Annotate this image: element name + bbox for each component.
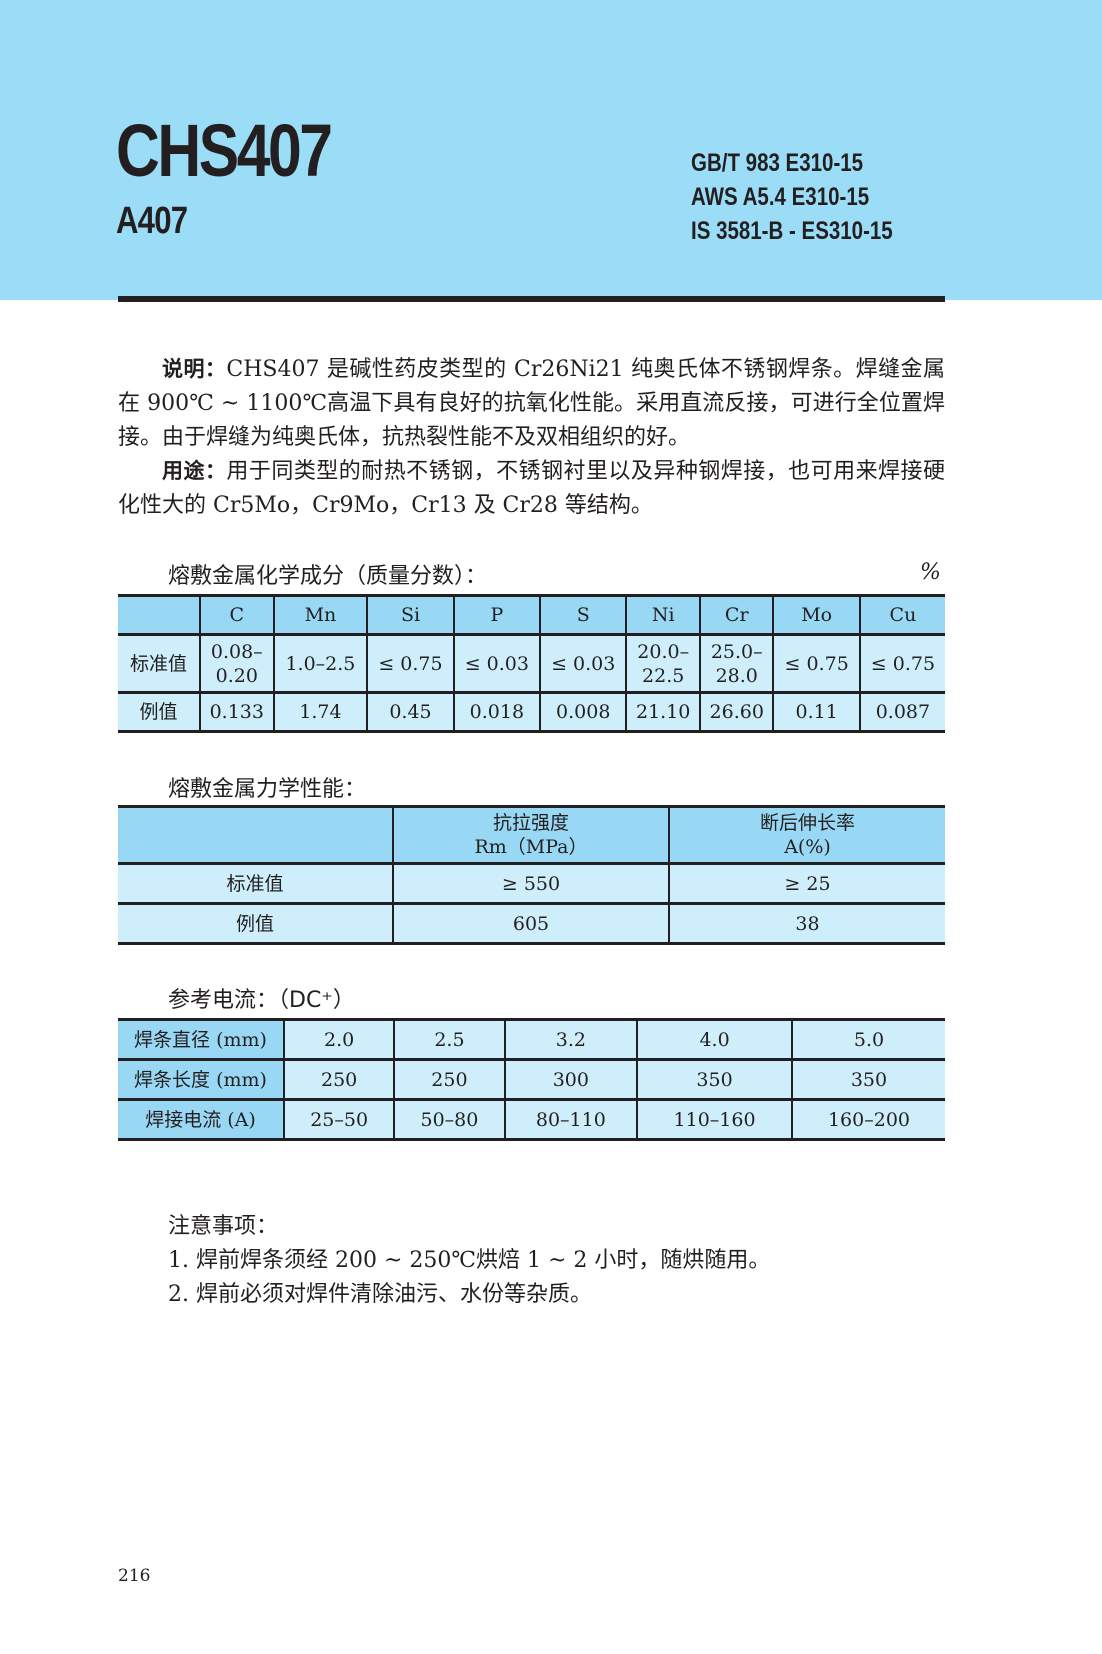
- table-cell: 80–110: [503, 1099, 639, 1141]
- table-cell: 21.10: [625, 692, 701, 733]
- unit-label: %: [920, 560, 941, 585]
- note-item: 2. 焊前必须对焊件清除油污、水份等杂质。: [168, 1282, 592, 1307]
- table-cell: 25–50: [282, 1099, 396, 1141]
- current-table: 焊条直径 (mm) 2.0 2.5 3.2 4.0 5.0 焊条长度 (mm) 250 250…: [118, 1018, 945, 1141]
- table-cell: ≤ 0.75: [772, 634, 861, 694]
- table-cell: 50–80: [393, 1099, 506, 1141]
- row-label-cell: [118, 594, 201, 636]
- standard: IS 3581-B - ES310-15: [691, 217, 893, 245]
- table-cell: 0.018: [452, 692, 542, 733]
- page-number: 216: [118, 1566, 151, 1586]
- table-cell: 1.74: [272, 692, 369, 733]
- table-cell: 抗拉强度 Rm（MPa）: [392, 805, 670, 865]
- row-label-cell: 标准值: [118, 634, 201, 694]
- table-cell: ≤ 0.03: [539, 634, 628, 694]
- table-cell: 250: [393, 1059, 506, 1101]
- table-cell: Cu: [858, 594, 945, 636]
- standard: AWS A5.4 E310-15: [691, 183, 870, 211]
- table-cell: 26.60: [698, 692, 775, 733]
- table-cell: 2.0: [282, 1019, 396, 1061]
- table-cell: Ni: [625, 594, 701, 636]
- table-cell: ≤ 0.75: [858, 634, 945, 694]
- note-item: 1. 焊前焊条须经 200 ~ 250℃烘焙 1 ~ 2 小时，随烘随用。: [168, 1248, 771, 1273]
- row-label-cell: 标准值: [118, 863, 394, 905]
- header-band: [0, 0, 1102, 300]
- usage-text: 用于同类型的耐热不锈钢，不锈钢衬里以及异种钢焊接，也可用来焊接硬化性大的 Cr5…: [118, 459, 945, 518]
- table-cell: 20.0– 22.5: [625, 634, 701, 694]
- table-cell: 1.0–2.5: [272, 634, 369, 694]
- table-cell: 38: [668, 903, 945, 945]
- row-label-cell: [118, 805, 394, 865]
- table-cell: Mo: [772, 594, 861, 636]
- table-cell: ≥ 550: [392, 863, 670, 905]
- row-label-cell: 焊条直径 (mm): [118, 1019, 285, 1061]
- table-cell: 0.133: [199, 692, 275, 733]
- table-cell: C: [199, 594, 275, 636]
- table-cell: 250: [282, 1059, 396, 1101]
- mech-heading: 熔敷金属力学性能：: [168, 777, 367, 802]
- mech-table: 抗拉强度 Rm（MPa） 断后伸长率 A(%) 标准值 ≥ 550 ≥ 25 例值 60…: [118, 805, 945, 945]
- description: 说明：CHS407 是碱性药皮类型的 Cr26Ni21 纯奥氏体不锈钢焊条。焊缝…: [118, 352, 945, 455]
- table-cell: ≤ 0.75: [366, 634, 455, 694]
- table-cell: 0.008: [539, 692, 628, 733]
- notes: 注意事项： 1. 焊前焊条须经 200 ~ 250℃烘焙 1 ~ 2 小时，随烘…: [168, 1210, 770, 1312]
- row-label-cell: 例值: [118, 692, 201, 733]
- table-cell: 0.087: [858, 692, 945, 733]
- table-cell: 3.2: [503, 1019, 639, 1061]
- row-label-cell: 焊接电流 (A): [118, 1099, 285, 1141]
- table-cell: ≤ 0.03: [452, 634, 542, 694]
- table-cell: 2.5: [393, 1019, 506, 1061]
- table-cell: 0.08– 0.20: [199, 634, 275, 694]
- table-cell: 350: [636, 1059, 793, 1101]
- row-label-cell: 焊条长度 (mm): [118, 1059, 285, 1101]
- current-heading: 参考电流：（DC⁺）: [168, 988, 355, 1013]
- table-cell: 4.0: [636, 1019, 793, 1061]
- table-cell: ≥ 25: [668, 863, 945, 905]
- table-cell: 160–200: [790, 1099, 945, 1141]
- table-cell: 0.45: [366, 692, 455, 733]
- chem-table: C Mn Si P S Ni Cr Mo Cu 标准值 0.08– 0.20 1.0–2.5 ≤ 0.…: [118, 594, 945, 733]
- table-cell: 25.0– 28.0: [698, 634, 775, 694]
- row-label-cell: 例值: [118, 903, 394, 945]
- table-cell: 断后伸长率 A(%): [668, 805, 945, 865]
- description-label: 说明：: [162, 357, 227, 381]
- standard: GB/T 983 E310-15: [691, 149, 864, 177]
- table-cell: P: [452, 594, 542, 636]
- usage-label: 用途：: [162, 459, 227, 483]
- divider: [118, 296, 945, 302]
- table-cell: 350: [790, 1059, 945, 1101]
- chem-heading: 熔敷金属化学成分（质量分数）：: [168, 564, 488, 589]
- table-cell: S: [539, 594, 628, 636]
- table-cell: 5.0: [790, 1019, 945, 1061]
- standards-list: GB/T 983 E310-15 AWS A5.4 E310-15 IS 358…: [691, 146, 893, 248]
- table-cell: 605: [392, 903, 670, 945]
- product-subtitle: A407: [116, 200, 188, 242]
- table-cell: 0.11: [772, 692, 861, 733]
- table-cell: 110–160: [636, 1099, 793, 1141]
- table-cell: Cr: [698, 594, 775, 636]
- table-cell: 300: [503, 1059, 639, 1101]
- notes-heading: 注意事项：: [168, 1214, 279, 1239]
- table-cell: Mn: [272, 594, 369, 636]
- description-text: CHS407 是碱性药皮类型的 Cr26Ni21 纯奥氏体不锈钢焊条。焊缝金属在…: [118, 357, 946, 450]
- usage: 用途：用于同类型的耐热不锈钢，不锈钢衬里以及异种钢焊接，也可用来焊接硬化性大的 …: [118, 454, 945, 523]
- product-title: CHS407: [116, 109, 333, 192]
- table-cell: Si: [366, 594, 455, 636]
